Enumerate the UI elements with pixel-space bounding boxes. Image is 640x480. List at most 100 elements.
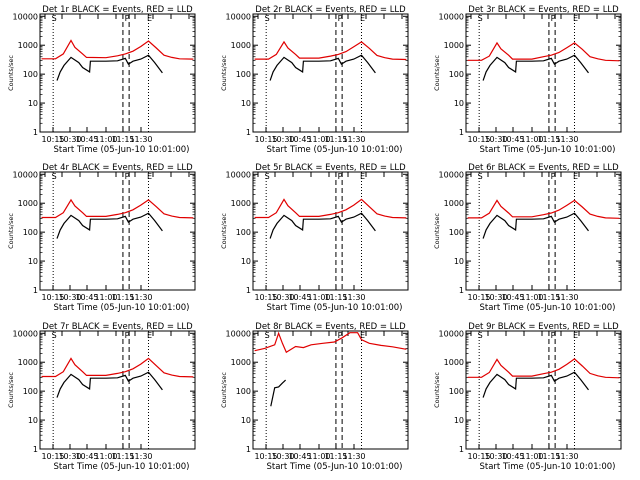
panel-det-6: Det 6r BLACK = Events, RED = LLD 1 10 100 10… [433, 163, 622, 313]
plot-frame [465, 13, 622, 133]
x-tick-label: 11:15 [324, 452, 347, 461]
x-tick-label: 11:00 [520, 452, 543, 461]
x-tick-label: 11:00 [307, 293, 330, 302]
x-tick-label: 11:15 [111, 293, 134, 302]
x-tick-label: 10:15 [467, 135, 490, 144]
y-axis-label: Counts/sec [433, 213, 441, 249]
y-axis-label: Counts/sec [7, 213, 15, 249]
y-tick-label: 10000 [13, 12, 38, 21]
x-tick-label: 11:15 [324, 293, 347, 302]
y-axis-label: Counts/sec [220, 213, 228, 249]
y-tick-label: 100 [23, 70, 38, 79]
y-tick-label: 100 [236, 228, 251, 237]
plot-frame [465, 171, 622, 291]
x-tick-label: 11:00 [520, 135, 543, 144]
series-line-lld [254, 198, 407, 219]
y-tick-label: 10 [241, 416, 251, 425]
x-tick-label: 10:15 [467, 293, 490, 302]
x-tick-label: 10:30 [484, 135, 507, 144]
y-axis-label: Counts/sec [7, 372, 15, 408]
plot-frame [252, 330, 409, 450]
y-tick-label: 10 [454, 99, 464, 108]
panel-det-7: Det 7r BLACK = Events, RED = LLD 1 10 100 10… [7, 322, 196, 472]
y-tick-label: 100 [449, 70, 464, 79]
x-tick-label: 10:15 [41, 452, 64, 461]
x-tick-label: 11:00 [307, 452, 330, 461]
plot-frame [252, 171, 409, 291]
plot-frame [39, 13, 196, 133]
x-tick-label: 10:30 [484, 452, 507, 461]
marker-letter-s: S [478, 14, 483, 23]
series-line-lld [254, 331, 407, 354]
panel-det-4: Det 4r BLACK = Events, RED = LLD 1 10 100 10… [7, 163, 196, 313]
x-axis-label: Start Time (05-Jun-10 10:01:00) [480, 462, 616, 472]
x-tick-label: 10:45 [501, 293, 524, 302]
y-tick-label: 100 [23, 387, 38, 396]
x-axis-label: Start Time (05-Jun-10 10:01:00) [480, 145, 616, 155]
y-tick-label: 1000 [444, 358, 464, 367]
series-line-events [56, 212, 163, 239]
x-tick-label: 11:00 [94, 452, 117, 461]
panel-title: Det 1r BLACK = Events, RED = LLD [42, 5, 193, 15]
x-axis-label: Start Time (05-Jun-10 10:01:00) [267, 145, 403, 155]
y-tick-label: 1000 [231, 358, 251, 367]
x-tick-label: 11:00 [94, 293, 117, 302]
panel-title: Det 2r BLACK = Events, RED = LLD [255, 5, 406, 15]
marker-letter-s: S [265, 14, 270, 23]
x-tick-label: 11:30 [342, 135, 365, 144]
marker-letter-s: S [478, 331, 483, 340]
y-tick-label: 10000 [226, 329, 251, 338]
x-tick-label: 10:45 [501, 452, 524, 461]
marker-letter-s: S [52, 331, 57, 340]
x-axis-label: Start Time (05-Jun-10 10:01:00) [267, 462, 403, 472]
y-tick-label: 100 [449, 387, 464, 396]
x-tick-label: 10:45 [501, 135, 524, 144]
x-tick-label: 10:30 [58, 452, 81, 461]
marker-letter-e: E [573, 172, 578, 181]
y-tick-label: 1000 [444, 41, 464, 50]
y-tick-label: 10 [241, 257, 251, 266]
x-tick-label: 10:45 [288, 293, 311, 302]
x-tick-label: 10:15 [41, 135, 64, 144]
marker-letter-p: P [338, 172, 343, 181]
y-tick-label: 100 [236, 70, 251, 79]
y-tick-label: 1 [33, 128, 38, 137]
x-tick-label: 11:15 [324, 135, 347, 144]
marker-letter-p: P [125, 14, 130, 23]
y-axis-label: Counts/sec [220, 372, 228, 408]
x-tick-label: 11:30 [342, 452, 365, 461]
series-line-lld [254, 40, 407, 61]
series-line-lld [41, 39, 194, 60]
panel-title: Det 8r BLACK = Events, RED = LLD [255, 322, 406, 332]
x-tick-label: 10:30 [271, 135, 294, 144]
panel-det-2: Det 2r BLACK = Events, RED = LLD 1 10 100 10… [220, 5, 409, 155]
series-line-lld [41, 198, 194, 219]
panel-det-5: Det 5r BLACK = Events, RED = LLD 1 10 100 10… [220, 163, 409, 313]
x-tick-label: 10:30 [58, 135, 81, 144]
y-tick-label: 1 [246, 128, 251, 137]
x-axis-label: Start Time (05-Jun-10 10:01:00) [480, 303, 616, 313]
y-tick-label: 10 [28, 99, 38, 108]
x-axis-label: Start Time (05-Jun-10 10:01:00) [54, 145, 190, 155]
y-axis-label: Counts/sec [433, 55, 441, 91]
y-tick-label: 1 [459, 445, 464, 454]
y-tick-label: 1 [246, 286, 251, 295]
series-line-lld [467, 41, 620, 62]
marker-letter-s: S [52, 14, 57, 23]
y-tick-label: 10 [454, 416, 464, 425]
series-line-lld [467, 199, 620, 219]
marker-letter-s: S [52, 172, 57, 181]
marker-letter-e: E [360, 331, 365, 340]
series-line-events [269, 54, 376, 81]
plot-frame [465, 330, 622, 450]
y-tick-label: 1 [246, 445, 251, 454]
y-tick-label: 1 [33, 445, 38, 454]
x-tick-label: 11:30 [555, 135, 578, 144]
y-tick-label: 1 [459, 128, 464, 137]
x-tick-label: 11:15 [111, 135, 134, 144]
marker-letter-e: E [147, 331, 152, 340]
marker-letter-s: S [478, 172, 483, 181]
x-axis-label: Start Time (05-Jun-10 10:01:00) [54, 303, 190, 313]
x-tick-label: 11:15 [537, 293, 560, 302]
y-tick-label: 10 [28, 416, 38, 425]
